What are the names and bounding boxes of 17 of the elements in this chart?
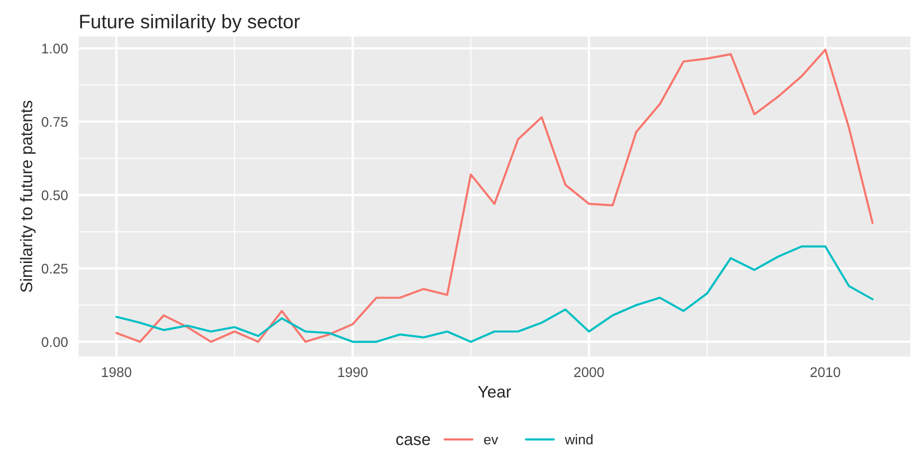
legend-label: ev xyxy=(484,436,498,444)
y-axis-title: Similarity to future patents xyxy=(20,100,36,292)
x-tick-label: 1980 xyxy=(102,367,132,378)
x-tick-label: 1990 xyxy=(338,367,368,378)
y-tick-label: 0.25 xyxy=(42,264,68,274)
x-tick-label: 2010 xyxy=(810,367,840,378)
x-axis-title: Year xyxy=(478,386,512,398)
x-tick-label: 2000 xyxy=(574,367,604,378)
line-series xyxy=(115,48,874,343)
legend-title: case xyxy=(396,436,430,446)
y-tick-label: 0.50 xyxy=(42,190,68,200)
y-tick-label: 0.00 xyxy=(42,337,68,347)
line-series xyxy=(115,245,874,343)
y-tick-label: 1.00 xyxy=(42,44,68,54)
y-tick-label: 0.75 xyxy=(42,117,68,127)
chart-title: Future similarity by sector xyxy=(80,14,300,32)
legend-label: wind xyxy=(564,434,593,444)
